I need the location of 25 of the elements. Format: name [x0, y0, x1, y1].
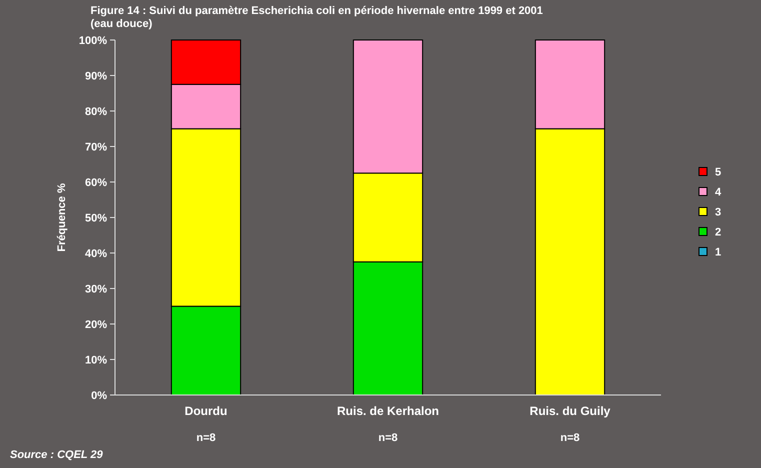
text: n=8 — [378, 432, 398, 444]
text: n=8 — [560, 432, 580, 444]
y-tick-label: 0% — [91, 390, 108, 402]
x-tick-label: Ruis. du Guily — [530, 404, 611, 418]
text: n=8 — [196, 432, 216, 444]
y-tick-label: 90% — [84, 70, 108, 82]
y-tick-label: 80% — [84, 106, 108, 118]
legend-label: 5 — [715, 166, 722, 178]
x-tick-label: Ruis. de Kerhalon — [336, 404, 440, 418]
legend-label: 3 — [715, 206, 722, 218]
y-axis-title: Fréquence % — [56, 183, 68, 252]
chart-title: Figure 14 : Suivi du paramètre Escherichia coli en période hivernale entre 1999 et 2001 (eau douce) — [90, 5, 543, 30]
legend-label: 4 — [715, 186, 722, 198]
y-tick-label: 60% — [84, 176, 108, 189]
legend-label: 2 — [715, 226, 722, 238]
y-tick-label: 70% — [84, 141, 108, 154]
x-tick-label: Dourdu — [184, 404, 228, 418]
y-tick-label: 20% — [84, 318, 108, 331]
legend-label: 1 — [715, 246, 722, 258]
y-tick-label: 30% — [84, 283, 108, 296]
source-note: Source : CQEL 29 — [10, 449, 104, 461]
y-tick-label: 50% — [84, 212, 108, 224]
y-tick-label: 10% — [84, 354, 108, 366]
y-tick-label: 100% — [78, 34, 108, 47]
y-tick-label: 40% — [84, 248, 108, 260]
